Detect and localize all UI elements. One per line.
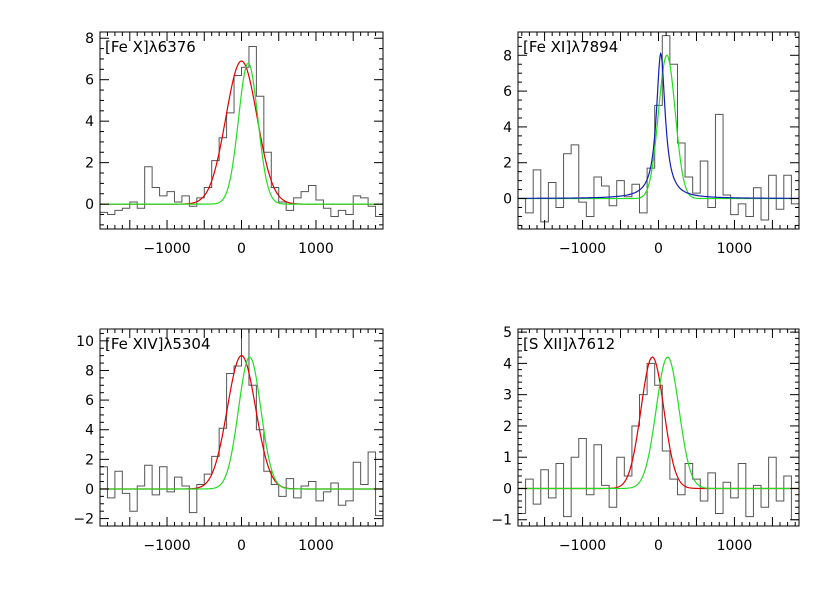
red-fit-curve — [100, 355, 383, 490]
y-tick-label: 6 — [85, 393, 94, 409]
x-tick-label: 0 — [654, 241, 663, 257]
x-tick-label: −1000 — [559, 538, 606, 554]
y-tick-label: 4 — [503, 120, 512, 136]
y-tick-label: 2 — [503, 156, 512, 172]
data-histogram — [518, 362, 799, 521]
y-tick-label: 3 — [503, 388, 512, 404]
y-tick-label: −1 — [491, 513, 512, 529]
y-tick-label: 2 — [503, 419, 512, 435]
y-tick-label: 0 — [85, 482, 94, 498]
green-fit-curve — [518, 356, 799, 490]
y-tick-label: 6 — [503, 84, 512, 100]
y-tick-label: 10 — [76, 334, 94, 350]
red-fit-curve — [100, 60, 383, 205]
panel-fe-x: −1000 0 1000 0 2 4 6 8 [Fe X]λ6376 — [85, 31, 384, 257]
y-tick-label: 2 — [85, 156, 94, 172]
data-histogram — [100, 329, 383, 517]
y-tick-label: 0 — [503, 192, 512, 208]
blue-fit-curve — [518, 51, 799, 199]
line-label: [Fe XI]λ7894 — [523, 38, 618, 56]
panel-fe-xiv: −1000 0 1000 −2 0 2 4 6 8 10 [Fe XIV]λ5304 — [73, 328, 384, 554]
x-tick-label: −1000 — [143, 538, 190, 554]
x-tick-label: −1000 — [143, 241, 190, 257]
x-tick-label: 1000 — [298, 538, 334, 554]
y-tick-label: 0 — [85, 197, 94, 213]
line-label: [Fe X]λ6376 — [105, 38, 196, 56]
line-label: [Fe XIV]λ5304 — [105, 335, 211, 353]
y-tick-label: 2 — [85, 452, 94, 468]
panel-fe-xi: −1000 0 1000 0 2 4 6 8 [Fe XI]λ7894 — [503, 31, 800, 257]
plot-area — [518, 35, 799, 223]
y-tick-label: 8 — [85, 363, 94, 379]
y-tick-label: 8 — [503, 48, 512, 64]
data-histogram — [518, 35, 799, 223]
y-tick-label: 4 — [85, 114, 94, 130]
y-tick-label: −2 — [73, 512, 94, 528]
green-fit-curve — [100, 62, 383, 205]
y-tick-label: 5 — [503, 325, 512, 341]
y-tick-label: 0 — [503, 481, 512, 497]
x-tick-label: 1000 — [717, 538, 753, 554]
y-tick-label: 4 — [503, 356, 512, 372]
x-tick-label: 0 — [654, 538, 663, 554]
x-tick-label: 1000 — [298, 241, 334, 257]
plot-frame — [517, 31, 800, 230]
x-tick-label: 0 — [237, 241, 246, 257]
line-label: [S XII]λ7612 — [523, 335, 615, 353]
x-tick-label: 1000 — [717, 241, 753, 257]
plot-area — [100, 46, 383, 218]
plot-area — [518, 356, 799, 521]
y-tick-label: 8 — [85, 31, 94, 47]
y-tick-label: 1 — [503, 450, 512, 466]
x-tick-label: 0 — [237, 538, 246, 554]
x-tick-label: −1000 — [559, 241, 606, 257]
red-fit-curve — [518, 356, 799, 490]
plot-area — [100, 329, 383, 517]
panel-s-xii: −1000 0 1000 −1 0 1 2 3 4 5 [S XII]λ7612 — [491, 325, 800, 554]
plot-frame — [517, 328, 800, 527]
y-tick-label: 6 — [85, 73, 94, 89]
y-tick-label: 4 — [85, 423, 94, 439]
green-fit-curve — [100, 356, 383, 490]
data-histogram — [100, 46, 383, 218]
